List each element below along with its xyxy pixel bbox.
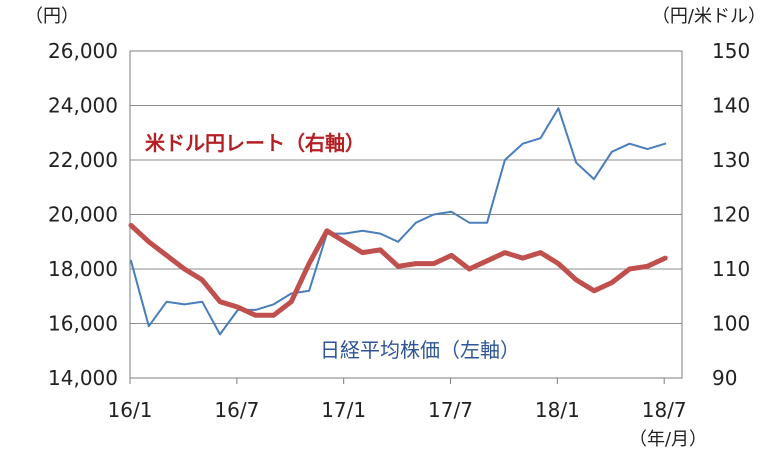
left-tick-label: 22,000: [48, 148, 118, 172]
x-tick-label: 17/1: [321, 398, 366, 422]
nikkei-series-label: 日経平均株価（左軸）: [320, 338, 520, 362]
series-lines: [128, 107, 668, 336]
right-tick-label: 110: [712, 257, 750, 281]
usdjpy-line: [128, 222, 668, 318]
right-tick-label: 100: [712, 312, 750, 336]
right-axis-unit: （円/米ドル）: [652, 6, 766, 27]
right-tick-label: 120: [712, 203, 750, 227]
plot-area-border: [129, 50, 683, 379]
left-tick-label: 14,000: [48, 366, 118, 390]
left-axis-unit: （円）: [25, 6, 79, 27]
x-tick-label: 16/7: [214, 398, 259, 422]
left-tick-label: 18,000: [48, 257, 118, 281]
nikkei-line: [130, 107, 667, 336]
right-tick-label: 140: [712, 94, 750, 118]
left-axis-ticks: 14,000 16,000 18,000 20,000 22,000 24,000 26,0…: [48, 39, 118, 390]
x-axis-ticks: 16/1 16/7 17/1 17/7 18/1 18/7: [108, 378, 687, 422]
grid-lines: [130, 105, 682, 324]
left-tick-label: 26,000: [48, 39, 118, 63]
right-axis-ticks: 90 100 110 120 130 140 150: [712, 39, 750, 390]
left-tick-label: 20,000: [48, 203, 118, 227]
x-tick-label: 16/1: [108, 398, 153, 422]
x-axis-unit: （年/月）: [629, 429, 707, 450]
x-tick-label: 18/1: [535, 398, 580, 422]
usdjpy-series-label: 米ドル円レート（右軸）: [145, 131, 365, 155]
x-tick-label: 17/7: [428, 398, 473, 422]
left-tick-label: 16,000: [48, 312, 118, 336]
right-tick-label: 130: [712, 148, 750, 172]
right-tick-label: 150: [712, 39, 750, 63]
x-tick-label: 18/7: [642, 398, 687, 422]
left-tick-label: 24,000: [48, 94, 118, 118]
right-tick-label: 90: [712, 366, 737, 390]
